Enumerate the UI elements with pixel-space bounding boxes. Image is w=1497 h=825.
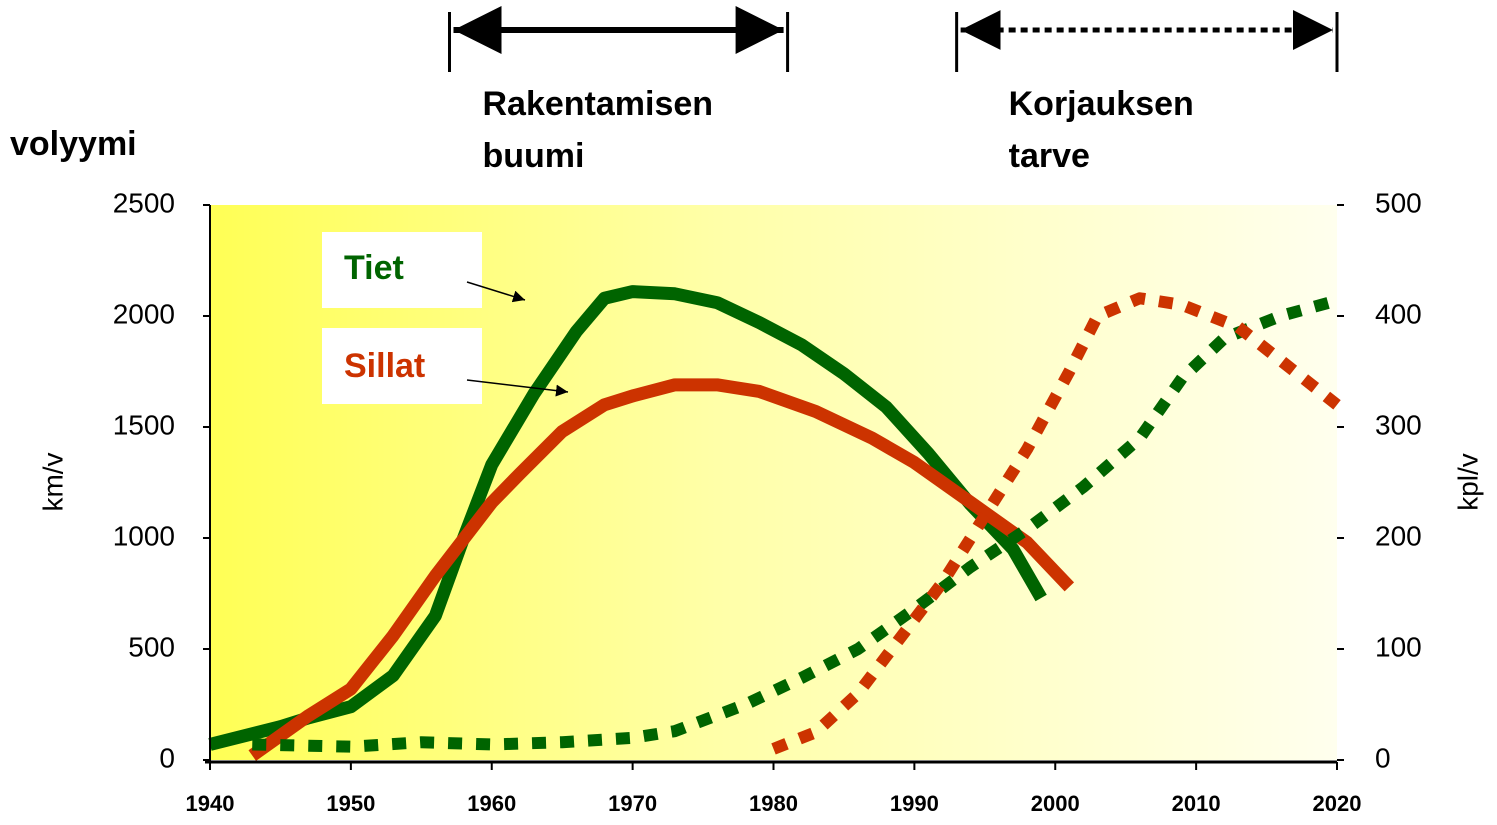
y-axis-label: km/v: [37, 452, 68, 511]
y-tick-label: 1500: [113, 409, 175, 440]
x-tick-label: 2010: [1172, 791, 1221, 816]
line-series: [771, 292, 1341, 755]
x-tick-label: 1970: [608, 791, 657, 816]
annotation-text: Rakentamisen: [482, 85, 713, 123]
y-tick-label: 500: [128, 631, 175, 662]
y2-tick-label: 100: [1375, 631, 1422, 662]
annotation-text: tarve: [1009, 137, 1090, 175]
y2-tick-label: 200: [1375, 520, 1422, 551]
line-series: [248, 378, 1075, 761]
series-label: Tiet: [344, 249, 404, 287]
x-tick-label: 1990: [890, 791, 939, 816]
x-tick-label: 1980: [749, 791, 798, 816]
y-tick-label: 0: [159, 742, 175, 773]
annotation-text: buumi: [482, 137, 584, 175]
annotation-text: Korjauksen: [1009, 85, 1194, 123]
label-box: [322, 232, 482, 308]
y2-tick-label: 300: [1375, 409, 1422, 440]
label-arrow: [466, 379, 569, 397]
y2-tick-label: 400: [1375, 298, 1422, 329]
y-tick-label: 2500: [113, 187, 175, 218]
line-series: [208, 285, 1047, 751]
y-tick-label: 2000: [113, 298, 175, 329]
x-tick-label: 1960: [467, 791, 516, 816]
x-tick-label: 1950: [326, 791, 375, 816]
y2-axis-label: kpl/v: [1452, 453, 1483, 511]
label-arrow: [466, 281, 526, 303]
marks: [208, 285, 1341, 761]
y2-tick-label: 0: [1375, 742, 1391, 773]
x-tick-label: 2020: [1313, 791, 1362, 816]
y2-tick-label: 500: [1375, 187, 1422, 218]
series-label: Sillat: [344, 347, 425, 385]
line-series: [252, 294, 1339, 753]
volume-label: volyymi: [10, 125, 137, 163]
y-tick-label: 1000: [113, 520, 175, 551]
label-box: [322, 328, 482, 404]
x-tick-label: 1940: [186, 791, 235, 816]
x-tick-label: 2000: [1031, 791, 1080, 816]
